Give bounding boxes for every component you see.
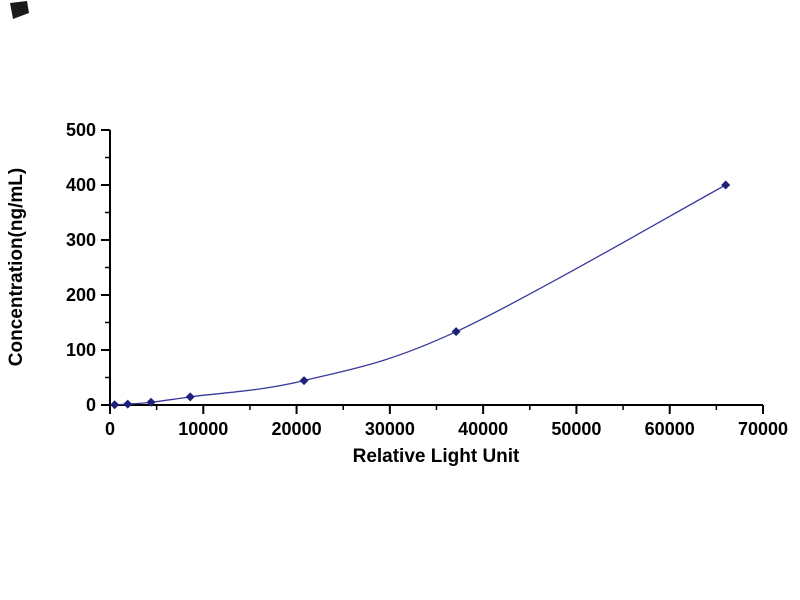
x-tick-label: 30000 — [365, 419, 415, 439]
x-tick-label: 20000 — [272, 419, 322, 439]
x-axis-label: Relative Light Unit — [353, 446, 520, 467]
y-tick-label: 200 — [66, 285, 96, 305]
y-tick-label: 100 — [66, 340, 96, 360]
axes-layer — [109, 130, 763, 406]
data-point-marker — [185, 392, 195, 402]
data-point-marker — [146, 397, 156, 407]
x-tick-label: 50000 — [551, 419, 601, 439]
data-point-marker — [123, 399, 133, 409]
data-point-marker — [721, 180, 731, 190]
series-line — [114, 184, 726, 406]
y-tick-label: 0 — [86, 395, 96, 415]
x-tick-label: 60000 — [645, 419, 695, 439]
corner-artifact-mark — [10, 1, 29, 19]
x-tick-label: 10000 — [178, 419, 228, 439]
y-axis-label: Concentration(ng/mL) — [6, 168, 27, 366]
data-series-layer — [110, 180, 731, 410]
y-tick-label: 500 — [66, 120, 96, 140]
y-tick-label: 300 — [66, 230, 96, 250]
tick-layer: 0 10000 20000 30000 40000 50000 60000 70000 0 100… — [66, 120, 788, 439]
x-tick-label: 70000 — [738, 419, 788, 439]
data-point-marker — [451, 327, 461, 337]
data-point-marker — [110, 400, 120, 410]
y-tick-label: 400 — [66, 175, 96, 195]
x-tick-label: 40000 — [458, 419, 508, 439]
x-tick-label: 0 — [105, 419, 115, 439]
data-point-marker — [299, 376, 309, 386]
